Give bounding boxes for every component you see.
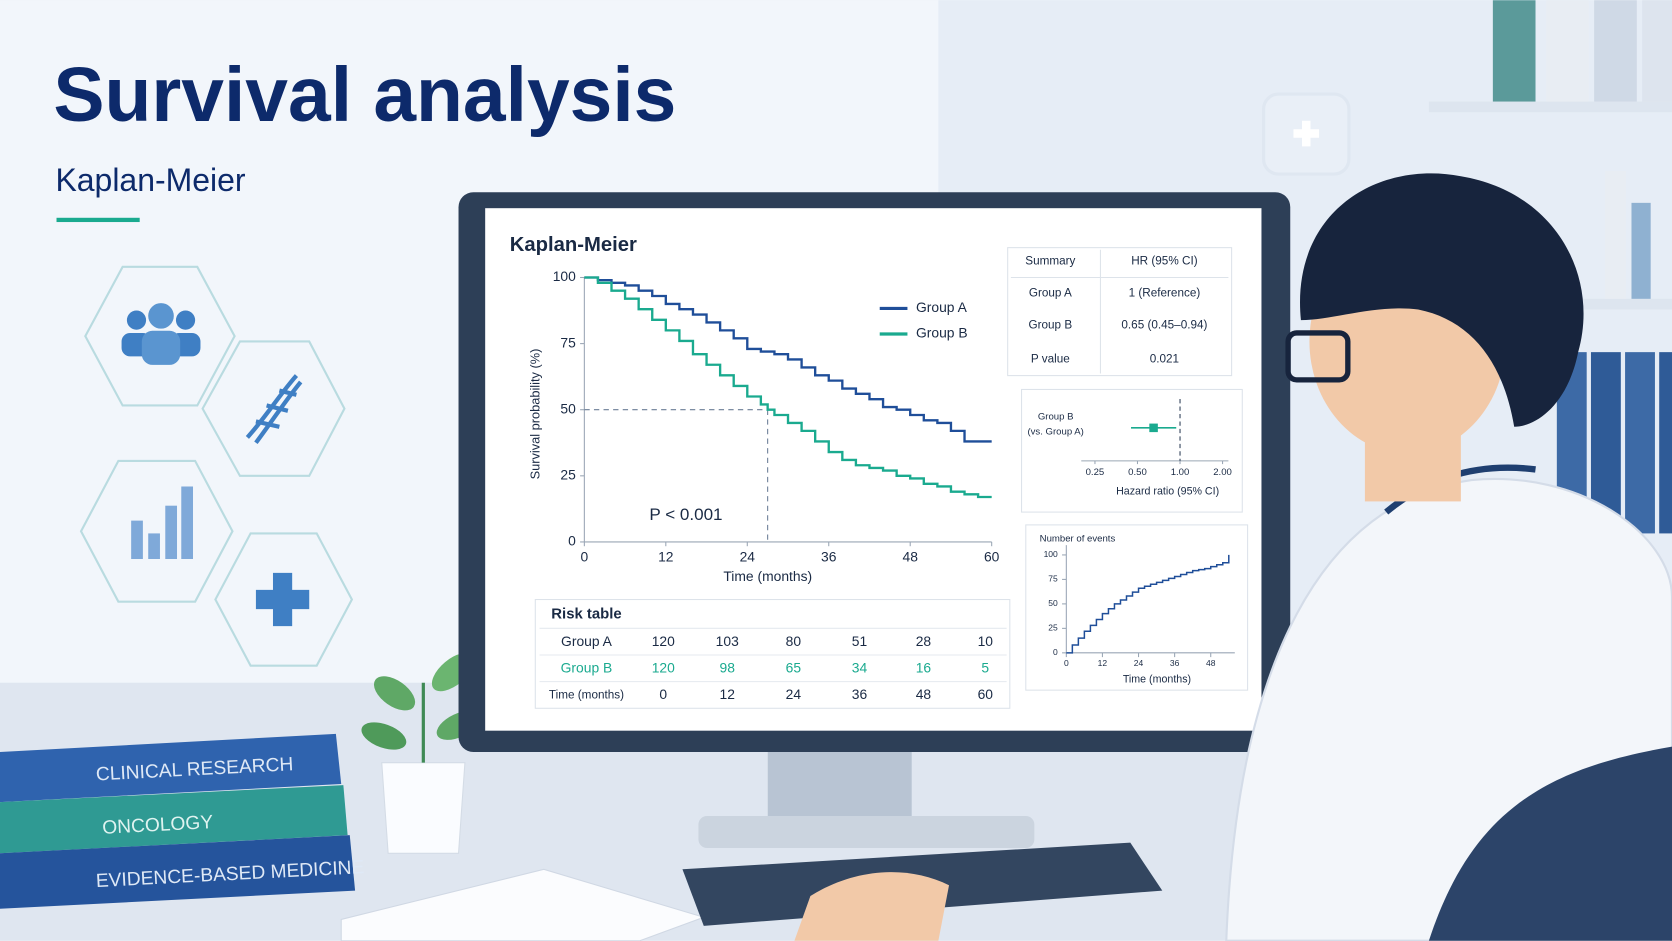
forest-panel: [1021, 388, 1243, 513]
page-title: Survival analysis: [53, 53, 676, 138]
monitor-base: [698, 815, 1035, 848]
x-axis-label: Time (months): [1123, 673, 1191, 685]
table-cell: 5: [981, 659, 989, 675]
dna-icon: [245, 374, 303, 445]
y-tick-label: 50: [560, 400, 576, 416]
survival-line: [584, 276, 992, 443]
x-tick-label: 24: [1134, 658, 1144, 668]
x-tick-label: 24: [740, 549, 756, 565]
table-cell: Time (months): [549, 689, 624, 702]
table-cell: 36: [852, 686, 868, 702]
books: [0, 733, 356, 909]
chart-title: Number of events: [1040, 533, 1116, 544]
table-header: Summary: [1025, 255, 1075, 268]
x-axis-label: Time (months): [723, 568, 812, 584]
table-cell: 98: [720, 659, 736, 675]
y-tick-label: 75: [560, 334, 576, 350]
page-subtitle: Kaplan-Meier: [55, 162, 245, 198]
x-axis-label: Hazard ratio (95% CI): [1116, 486, 1219, 498]
table-cell: 65: [786, 659, 802, 675]
notebook: [340, 868, 706, 941]
y-tick-label: 0: [1053, 647, 1058, 657]
x-tick-label: 12: [658, 549, 674, 565]
table-cell: 0.65 (0.45–0.94): [1121, 319, 1207, 332]
survival-line: [584, 276, 992, 499]
table-cell: 103: [716, 633, 739, 649]
x-tick-label: 0: [1064, 658, 1069, 668]
table-cell: 34: [852, 659, 868, 675]
table-cell: 10: [978, 633, 994, 649]
x-tick-label: 36: [821, 549, 837, 565]
survival-line: [1066, 554, 1230, 654]
x-tick-label: 60: [984, 549, 1000, 565]
estimate: [1149, 423, 1158, 433]
title-underline: [56, 217, 140, 223]
y-tick-label: 50: [1048, 598, 1058, 608]
x-tick-label: 0: [580, 549, 588, 565]
wall-cross: [1293, 120, 1320, 147]
x-tick-label: 36: [1170, 658, 1180, 668]
y-tick-label: 100: [553, 268, 576, 284]
x-tick-label: 0.25: [1086, 467, 1105, 478]
table-cell: Group B: [561, 659, 613, 675]
events-panel: [1025, 524, 1249, 691]
y-tick-label: 0: [568, 533, 576, 549]
y-tick-label: 100: [1044, 549, 1058, 559]
table-cell: 60: [978, 686, 994, 702]
chart-title: Kaplan-Meier: [510, 234, 637, 256]
x-tick-label: 0.50: [1128, 467, 1147, 478]
legend-label: Group A: [916, 299, 968, 315]
x-tick-label: 2.00: [1213, 467, 1232, 478]
y-axis-label: Survival probability (%): [528, 349, 543, 480]
table-cell: Group B: [1029, 319, 1073, 332]
cross-icon: [255, 572, 310, 627]
table-cell: 16: [916, 659, 932, 675]
legend-label: Group B: [916, 325, 968, 341]
risk-panel: [534, 598, 1011, 709]
summary-panel: [1007, 247, 1233, 377]
table-cell: 51: [852, 633, 868, 649]
y-tick-label: 25: [560, 466, 576, 482]
x-tick-label: 12: [1098, 658, 1108, 668]
table-cell: Group A: [1029, 287, 1072, 300]
people-icon: [121, 303, 201, 365]
table-cell: P value: [1031, 353, 1070, 366]
risk-table-title: Risk table: [551, 605, 621, 622]
table-cell: 120: [652, 633, 675, 649]
table-cell: Group A: [561, 633, 613, 649]
forest-label: Group B: [1038, 412, 1074, 423]
table-cell: 80: [786, 633, 802, 649]
annotation: P < 0.001: [649, 505, 722, 524]
table-cell: 0: [659, 686, 667, 702]
y-tick-label: 75: [1048, 574, 1058, 584]
x-tick-label: 1.00: [1171, 467, 1190, 478]
forest-label: (vs. Group A): [1027, 427, 1083, 438]
person: [794, 173, 1672, 941]
x-tick-label: 48: [1206, 658, 1216, 668]
hexagon-icons: [79, 265, 354, 667]
table-cell: 0.021: [1150, 353, 1179, 366]
table-cell: 24: [786, 686, 802, 702]
y-tick-label: 25: [1048, 623, 1058, 633]
x-tick-label: 48: [903, 549, 919, 565]
table-header: HR (95% CI): [1131, 255, 1198, 268]
monitor-stand: [767, 746, 912, 822]
bars-icon: [131, 486, 194, 560]
table-cell: 12: [720, 686, 736, 702]
table-cell: 1 (Reference): [1129, 287, 1201, 300]
table-cell: 48: [916, 686, 932, 702]
table-cell: 28: [916, 633, 932, 649]
table-cell: 120: [652, 659, 675, 675]
